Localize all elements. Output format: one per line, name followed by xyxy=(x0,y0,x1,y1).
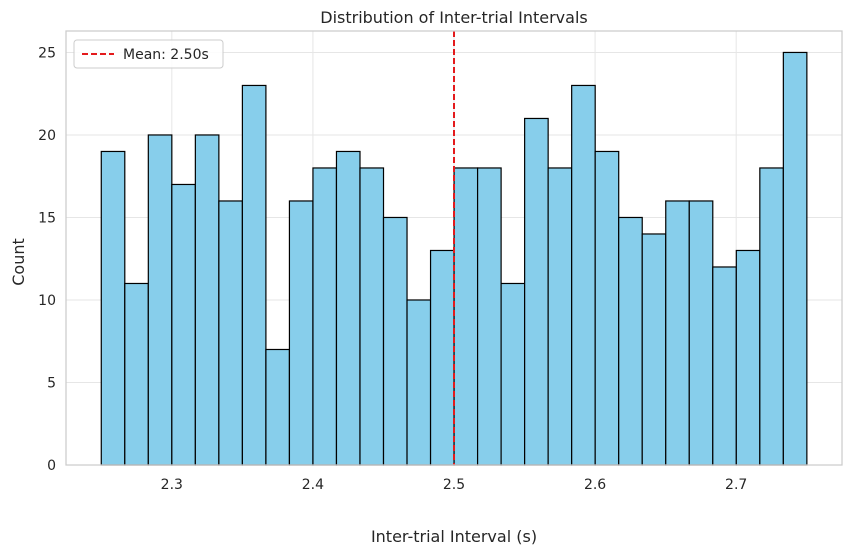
histogram-bar xyxy=(171,183,196,466)
y-tick-label: 25 xyxy=(38,45,56,61)
histogram-bar xyxy=(594,150,620,466)
legend-box xyxy=(73,39,224,69)
histogram-bar xyxy=(571,84,596,466)
histogram-bar xyxy=(759,167,784,466)
histogram-bar xyxy=(453,167,479,466)
histogram-bar xyxy=(618,216,643,466)
histogram-bar xyxy=(100,150,126,466)
x-tick-label: 2.4 xyxy=(302,477,324,493)
histogram-bar xyxy=(359,167,385,466)
x-tick-label: 2.7 xyxy=(725,477,747,493)
histogram-bar xyxy=(382,216,408,466)
histogram-bar xyxy=(429,249,455,466)
histogram-bar xyxy=(476,167,502,466)
histogram-bar xyxy=(782,51,808,466)
axes-frame xyxy=(65,30,843,466)
histogram-bar xyxy=(665,200,690,466)
legend: Mean: 2.50s xyxy=(73,39,224,69)
x-tick-label: 2.3 xyxy=(161,477,183,493)
x-axis-ticks: 2.3 2.4 2.5 2.6 2.7 xyxy=(161,477,748,493)
histogram-bar xyxy=(641,233,667,466)
y-tick-label: 15 xyxy=(38,210,56,226)
y-axis-label: Count xyxy=(9,238,28,286)
histogram-bar xyxy=(735,249,761,466)
y-tick-label: 0 xyxy=(47,458,56,474)
histogram-bar xyxy=(688,200,714,466)
histogram-bar xyxy=(335,150,361,466)
x-axis-label: Inter-trial Interval (s) xyxy=(371,527,537,546)
histogram-bar xyxy=(124,282,149,466)
histogram-bar xyxy=(312,167,338,466)
y-tick-label: 5 xyxy=(47,375,56,391)
histogram-bar xyxy=(288,200,314,466)
chart-title: Distribution of Inter-trial Intervals xyxy=(320,8,587,27)
histogram-bar xyxy=(218,200,243,466)
histogram-bar xyxy=(547,167,573,466)
y-axis-ticks: 0 5 10 15 20 25 xyxy=(38,45,56,474)
histogram-bar xyxy=(241,84,267,466)
histogram-bar xyxy=(500,282,526,466)
x-tick-label: 2.6 xyxy=(584,477,606,493)
histogram-bar xyxy=(712,266,737,466)
histogram-bar xyxy=(194,134,220,466)
legend-mean-label: Mean: 2.50s xyxy=(123,47,209,63)
histogram-bar xyxy=(406,299,432,466)
histogram-bar xyxy=(265,348,291,466)
histogram-bar xyxy=(147,134,173,466)
y-tick-label: 20 xyxy=(38,128,56,144)
histogram-bar xyxy=(524,117,549,466)
y-tick-label: 10 xyxy=(38,293,56,309)
x-tick-label: 2.5 xyxy=(443,477,465,493)
